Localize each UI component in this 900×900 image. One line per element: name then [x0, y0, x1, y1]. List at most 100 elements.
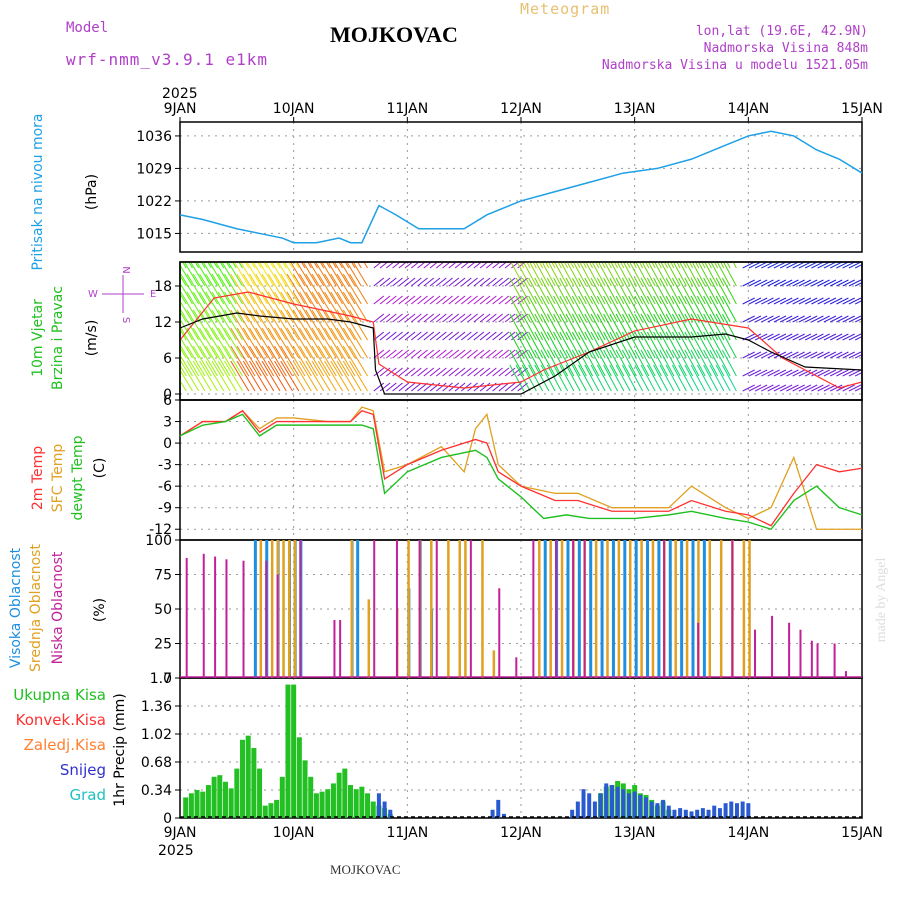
wind-barb: [798, 351, 812, 359]
cloud-bar-mid: [367, 599, 371, 678]
wind-barb: [615, 349, 631, 377]
wind-barb: [515, 277, 531, 305]
wind-barb: [690, 295, 706, 323]
wind-barb: [319, 262, 325, 269]
wind-barb: [467, 313, 478, 323]
wind-barb: [703, 349, 719, 377]
precip-legend-item: Konvek.Kisa: [16, 711, 106, 729]
wind-barb: [754, 315, 768, 323]
cloud-bar-mid: [293, 540, 297, 678]
wind-barb: [180, 300, 193, 323]
wind-barb: [336, 273, 356, 305]
precip-bar-snow: [666, 805, 671, 818]
wind-barb: [823, 351, 837, 359]
wind-barb: [861, 375, 862, 377]
wind-barb: [582, 262, 587, 269]
wind-barb: [211, 291, 231, 323]
y-tick-label: -6: [158, 479, 172, 495]
wind-barb: [436, 277, 447, 287]
wind-barb: [305, 273, 325, 305]
wind-barb: [584, 364, 600, 392]
wind-barb: [671, 277, 687, 305]
wind-barb: [638, 262, 644, 269]
wind-barb: [596, 295, 612, 323]
wind-barb: [398, 277, 410, 287]
wind-barb: [621, 277, 637, 305]
wind-barb: [436, 367, 447, 377]
wind-barb: [804, 297, 818, 305]
wind-barb: [517, 367, 528, 377]
cloud-bar-low: [395, 540, 398, 678]
wind-barb: [703, 364, 719, 392]
wind-barb: [635, 262, 650, 287]
wind-barb: [541, 262, 556, 287]
wind-barb: [842, 297, 855, 305]
wind-barb: [848, 297, 862, 305]
wind-barb: [267, 273, 287, 305]
wind-barb: [861, 321, 862, 323]
wind-barb: [713, 262, 719, 269]
wind-barb: [336, 360, 356, 392]
wind-barb: [492, 349, 503, 359]
y-tick-label: 0.34: [141, 783, 172, 799]
wind-barb: [429, 349, 441, 359]
wind-barb: [773, 297, 787, 305]
wind-barb: [634, 277, 650, 305]
wind-barb: [792, 333, 805, 341]
wind-barb: [296, 262, 312, 287]
wind-barb: [620, 262, 625, 269]
wind-barb: [640, 313, 656, 341]
wind-barb: [236, 273, 256, 305]
wind-barb: [255, 345, 275, 377]
wind-barb: [186, 273, 206, 305]
wind-barb: [546, 313, 562, 341]
wind-barb: [410, 349, 422, 359]
temp2m-line: [179, 409, 863, 527]
wind-barb: [653, 349, 669, 377]
wind-barb: [521, 313, 537, 341]
wind-barb: [596, 277, 612, 305]
wind-barb: [280, 291, 300, 323]
wind-barb: [423, 313, 435, 323]
wind-barb: [817, 333, 830, 341]
wind-barb: [442, 382, 453, 392]
model-label: Model: [66, 20, 109, 36]
wind-barb: [646, 349, 662, 377]
wind-barb: [267, 327, 287, 359]
wind-barb: [205, 345, 225, 377]
wind-barb: [854, 372, 862, 377]
wind-barb: [590, 331, 606, 359]
cloud-bar-mid: [259, 540, 263, 678]
wind-barb: [352, 262, 368, 287]
wind-barb: [773, 279, 787, 287]
wind-barb: [429, 367, 441, 377]
precip-bar-snow: [689, 811, 694, 818]
wind-barb: [498, 382, 510, 392]
cloud-bar-high: [543, 540, 547, 678]
wind-barb: [330, 360, 350, 392]
wind-barb: [516, 262, 531, 287]
wind-barb: [473, 277, 485, 287]
wind-barb: [854, 336, 862, 341]
year-label-top: 2025: [162, 86, 198, 102]
wind-barb: [645, 262, 650, 269]
wind-barb: [665, 331, 681, 359]
pressure-line: [179, 130, 863, 244]
wind-barb: [242, 309, 262, 341]
wind-barb: [509, 277, 525, 305]
wind-barb: [811, 369, 824, 377]
precip-legend-item: Grad: [69, 786, 106, 804]
wind-barb: [305, 360, 325, 392]
wind-barb: [610, 262, 625, 287]
page-title: MOJKOVAC: [330, 22, 458, 47]
wind-barb: [829, 351, 843, 359]
wind-barb: [836, 333, 849, 341]
wind-barb: [192, 291, 212, 323]
wind-barb: [498, 331, 510, 341]
wind-barb: [410, 262, 420, 269]
wind-barb: [603, 349, 619, 377]
x-tick-label-top: 14JAN: [727, 101, 769, 117]
wind-barb: [559, 349, 575, 377]
wind-barb: [748, 279, 762, 287]
wind-barb: [584, 331, 600, 359]
